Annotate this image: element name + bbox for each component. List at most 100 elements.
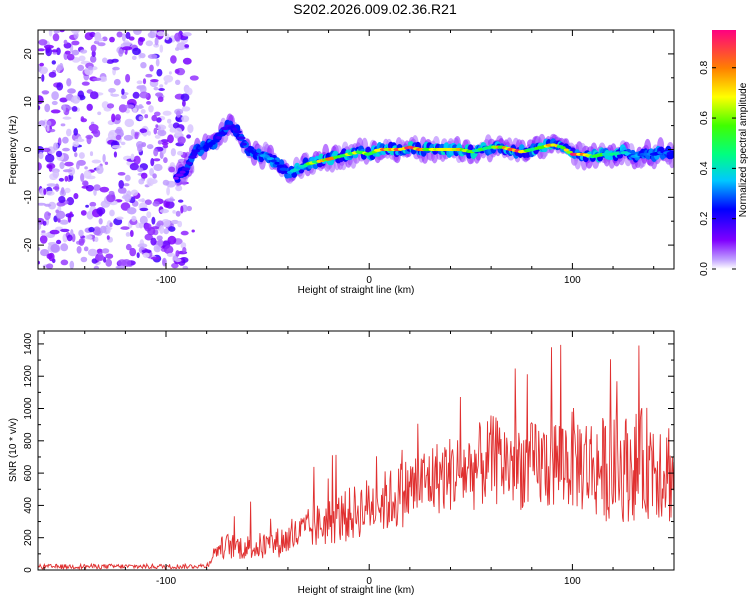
snr-y-tick-label: 600: [23, 464, 34, 481]
noise-blob: [107, 131, 115, 140]
noise-blob: [180, 205, 184, 214]
noise-blob: [56, 210, 66, 220]
noise-blob: [172, 210, 176, 214]
colorbar-tick-label: 0.0: [699, 262, 710, 276]
noise-blob: [174, 32, 181, 42]
spectrogram-y-label: Frequency (Hz): [8, 116, 19, 185]
noise-blob: [148, 105, 154, 113]
noise-blob: [51, 100, 58, 106]
noise-blob: [100, 225, 107, 234]
noise-blob: [60, 187, 65, 195]
noise-blob: [38, 222, 42, 230]
noise-blob: [109, 222, 113, 227]
noise-blob: [50, 109, 61, 114]
noise-blob: [157, 129, 167, 137]
noise-blob: [139, 128, 148, 133]
noise-blob: [138, 37, 146, 42]
noise-blob: [177, 220, 183, 228]
noise-blob: [174, 258, 182, 263]
noise-blob: [62, 116, 72, 120]
noise-blob: [182, 100, 186, 107]
noise-blob: [58, 196, 66, 203]
noise-blob: [98, 218, 103, 225]
noise-blob: [46, 183, 57, 187]
noise-blob: [64, 187, 71, 194]
noise-blob: [39, 235, 48, 244]
noise-blob: [143, 132, 147, 137]
ridge-core: [181, 167, 190, 171]
noise-blob: [97, 42, 106, 47]
noise-blob: [124, 118, 135, 128]
noise-blob: [187, 124, 194, 134]
colorbar-scale: [712, 30, 736, 269]
noise-blob: [149, 64, 154, 72]
noise-blob: [81, 81, 90, 86]
noise-blob: [163, 157, 168, 164]
noise-blob: [80, 256, 88, 263]
noise-blob: [129, 247, 137, 257]
noise-blob: [96, 165, 104, 175]
noise-blob: [138, 178, 145, 185]
noise-blob: [105, 258, 112, 267]
noise-blob: [120, 226, 130, 230]
ridge-core: [186, 161, 193, 165]
noise-blob: [171, 262, 179, 269]
noise-blob: [136, 80, 143, 85]
noise-blob: [123, 42, 133, 46]
noise-blob: [163, 75, 174, 83]
noise-blob: [85, 184, 94, 192]
noise-blob: [93, 188, 97, 196]
noise-blob: [53, 142, 59, 151]
noise-blob: [121, 259, 132, 267]
noise-blob: [138, 104, 143, 109]
noise-blob: [56, 239, 62, 245]
noise-blob: [108, 190, 115, 196]
ridge-core: [669, 152, 674, 156]
noise-blob: [60, 243, 69, 252]
ridge-core: [210, 139, 220, 143]
noise-blob: [80, 116, 85, 122]
noise-blob: [153, 158, 161, 162]
noise-blob: [89, 201, 97, 207]
noise-blob: [56, 47, 61, 56]
noise-blob: [120, 141, 126, 146]
noise-blob: [78, 152, 85, 159]
noise-blob: [78, 229, 84, 237]
noise-blob: [73, 128, 78, 136]
snr-marks: [38, 344, 674, 570]
noise-blob: [142, 252, 150, 258]
noise-blob: [121, 195, 132, 200]
noise-blob: [89, 31, 96, 38]
noise-blob: [55, 150, 63, 158]
noise-blob: [137, 144, 143, 153]
ridge-core: [175, 173, 184, 177]
noise-blob: [151, 226, 160, 230]
noise-blob: [116, 216, 124, 220]
snr-y-tick-label: 1400: [23, 332, 34, 355]
spectrogram-y-tick-label: 20: [23, 48, 34, 60]
noise-blob: [52, 186, 60, 190]
noise-blob: [52, 33, 60, 42]
noise-blob: [115, 134, 122, 141]
noise-blob: [115, 265, 126, 269]
noise-blob: [146, 177, 155, 187]
noise-blob: [157, 239, 164, 247]
noise-blob: [38, 95, 44, 105]
noise-blob: [66, 53, 75, 61]
noise-blob: [166, 252, 176, 257]
ridge-core: [179, 170, 186, 174]
noise-blob: [139, 215, 148, 225]
noise-blob: [169, 162, 175, 168]
noise-blob: [156, 68, 163, 77]
noise-blob: [113, 78, 121, 86]
noise-blob: [49, 229, 60, 235]
noise-blob: [73, 193, 79, 200]
noise-blob: [80, 210, 87, 216]
noise-blob: [180, 230, 189, 236]
noise-blob: [71, 95, 81, 104]
noise-blob: [52, 170, 60, 179]
snr-frame: [37, 330, 675, 571]
ridge-core: [279, 167, 288, 171]
noise-blob: [51, 91, 59, 101]
noise-blob: [118, 180, 124, 189]
